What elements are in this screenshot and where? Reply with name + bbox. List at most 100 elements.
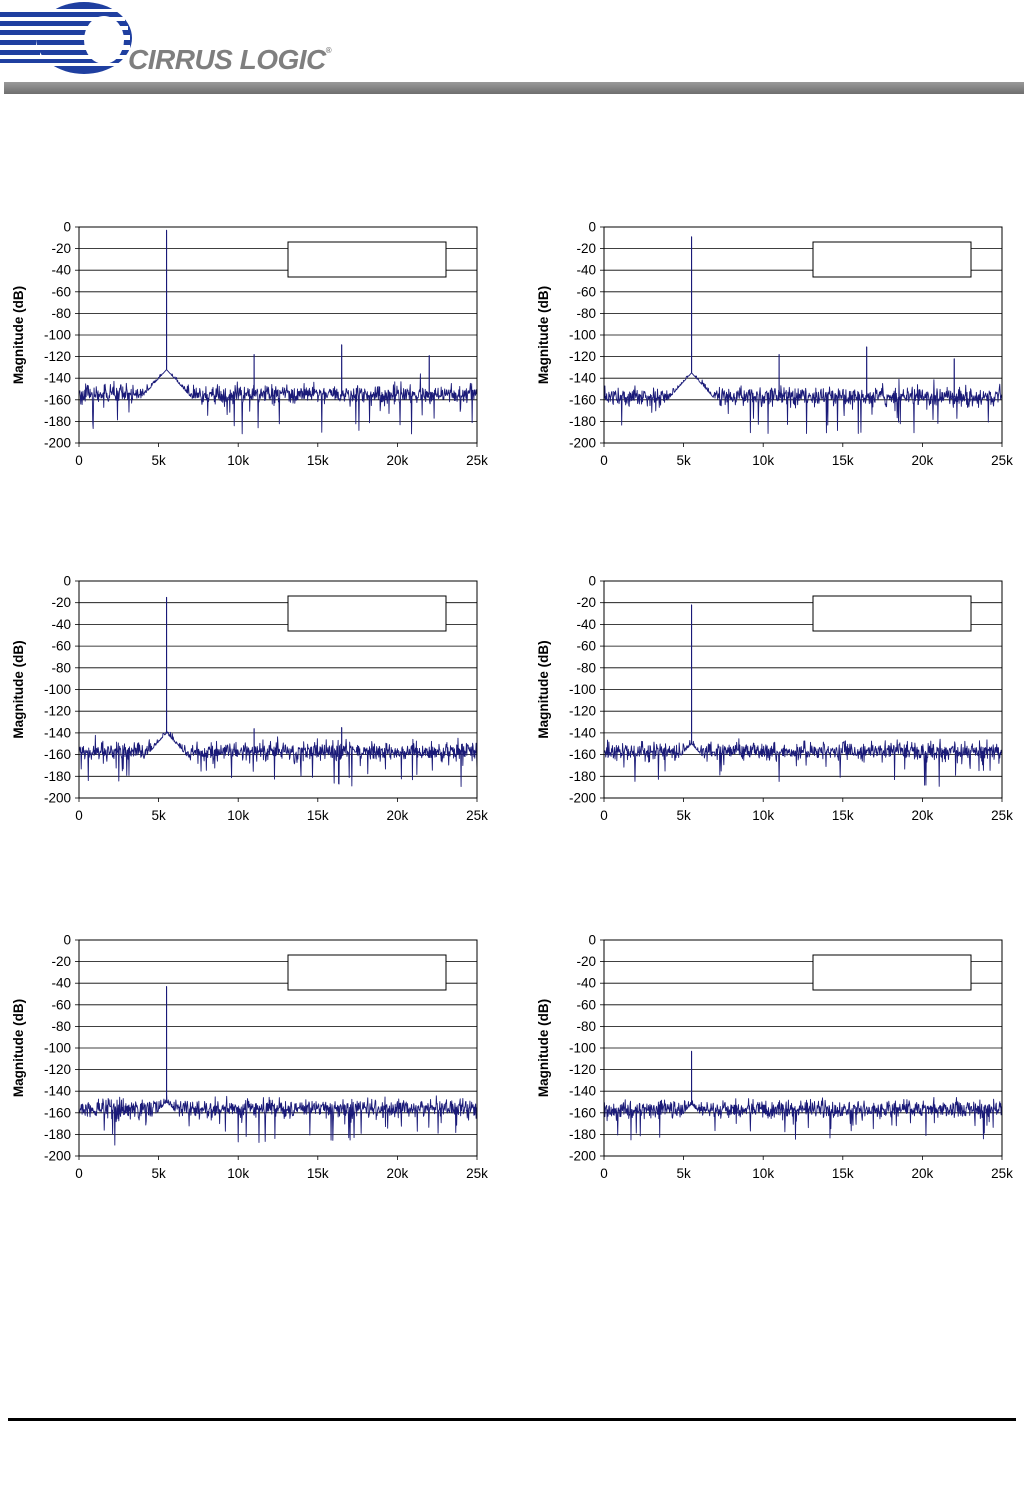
y-tick-label: 0 [588,574,596,589]
logo-text: CIRRUS LOGIC [128,44,326,75]
y-tick-label: -120 [44,704,71,719]
legend-box [812,954,972,991]
x-tick-label: 0 [600,1166,608,1181]
y-tick-label: 0 [63,220,71,235]
x-tick-label: 25k [991,453,1013,468]
x-tick-label: 10k [227,1166,249,1181]
spectrum-trace [78,985,478,1146]
x-tick-label: 20k [912,453,934,468]
plot-frame [78,226,478,444]
x-tick-label: 0 [75,808,83,823]
y-tick-label: -180 [569,1127,596,1142]
y-tick-label: -100 [44,682,71,697]
plot-frame [603,226,1003,444]
legend-box [287,954,447,991]
header-bar [4,82,1024,94]
y-tick-label: -40 [51,617,71,632]
y-tick-label: -100 [44,328,71,343]
y-tick-label: -20 [576,954,596,969]
y-tick-label: -200 [569,436,596,451]
y-tick-label: -40 [51,976,71,991]
y-tick-label: -200 [44,436,71,451]
logo-wordmark: CIRRUS LOGIC® [128,44,332,76]
y-tick-label: -160 [569,747,596,762]
y-tick-label: -140 [569,371,596,386]
x-tick-label: 5k [676,808,691,823]
x-tick-label: 25k [466,1166,488,1181]
y-tick-label: -160 [44,747,71,762]
y-tick-label: -120 [44,349,71,364]
x-tick-label: 20k [387,1166,409,1181]
y-tick-label: -20 [51,595,71,610]
spectrum-trace [603,1050,1003,1141]
y-tick-label: -160 [44,1105,71,1120]
fft-chart-3: 0 -20 -40 -60 -80 -100 -120 -140 -160 -180 -200 0 5k… [11,574,488,824]
x-tick-label: 20k [387,808,409,823]
x-tick-label: 0 [600,453,608,468]
spectrum-trace [78,229,478,435]
legend-box [287,241,447,278]
x-tick-label: 10k [227,808,249,823]
y-tick-label: -20 [51,241,71,256]
x-tick-label: 25k [991,808,1013,823]
y-axis-label: Magnitude (dB) [536,640,551,738]
y-tick-label: -100 [569,1041,596,1056]
plot-frame [78,580,478,799]
y-tick-label: -180 [44,1127,71,1142]
y-tick-label: -120 [44,1062,71,1077]
y-tick-label: -80 [51,1019,71,1034]
fft-chart-1: 0 -20 -40 -60 -80 -100 -120 -140 -160 -180 -200 0 5k… [11,220,488,469]
fft-chart-5: 0 -20 -40 -60 -80 -100 -120 -140 -160 -180 -200 0 5k… [11,933,488,1182]
x-tick-label: 5k [676,453,691,468]
y-tick-label: -180 [569,414,596,429]
y-tick-label: -20 [576,595,596,610]
y-tick-label: -40 [576,617,596,632]
x-tick-label: 5k [676,1166,691,1181]
y-tick-label: 0 [588,933,596,948]
plot-frame [603,580,1003,799]
y-tick-label: -120 [569,349,596,364]
y-tick-label: -120 [569,1062,596,1077]
y-tick-label: -80 [51,306,71,321]
y-tick-label: -160 [44,392,71,407]
x-tick-label: 10k [752,808,774,823]
spectrum-trace [603,604,1003,787]
cirrus-logic-logo: CIRRUS LOGIC® [0,0,360,80]
y-tick-label: -60 [576,639,596,654]
y-tick-label: -140 [569,1084,596,1099]
legend-box [812,595,972,632]
x-tick-label: 5k [151,453,166,468]
y-axis-label: Magnitude (dB) [11,640,26,738]
y-tick-label: -80 [576,660,596,675]
x-tick-label: 15k [832,453,854,468]
x-tick-label: 25k [466,808,488,823]
y-tick-label: -100 [569,682,596,697]
y-tick-label: 0 [588,220,596,235]
spectrum-trace [78,596,478,787]
y-tick-label: -180 [44,414,71,429]
y-tick-label: -80 [576,1019,596,1034]
fft-chart-4: 0 -20 -40 -60 -80 -100 -120 -140 -160 -180 -200 0 5k… [536,574,1013,824]
y-tick-label: -20 [51,954,71,969]
y-tick-label: -200 [44,791,71,806]
x-tick-label: 10k [752,453,774,468]
y-tick-label: -60 [576,284,596,299]
y-tick-label: -200 [44,1149,71,1164]
y-tick-label: -180 [44,769,71,784]
x-tick-label: 5k [151,1166,166,1181]
x-tick-label: 10k [227,453,249,468]
logo-swoosh-icon [0,2,132,74]
y-tick-label: -40 [576,263,596,278]
spectrum-trace [603,236,1003,434]
plot-frame [603,939,1003,1157]
y-tick-label: -60 [576,997,596,1012]
footer-rule [8,1418,1016,1421]
y-tick-label: -160 [569,392,596,407]
y-axis-label: Magnitude (dB) [11,286,26,384]
y-tick-label: -200 [569,791,596,806]
x-tick-label: 20k [912,808,934,823]
legend-box [812,241,972,278]
y-tick-label: -80 [576,306,596,321]
y-tick-label: -140 [44,725,71,740]
y-tick-label: -80 [51,660,71,675]
